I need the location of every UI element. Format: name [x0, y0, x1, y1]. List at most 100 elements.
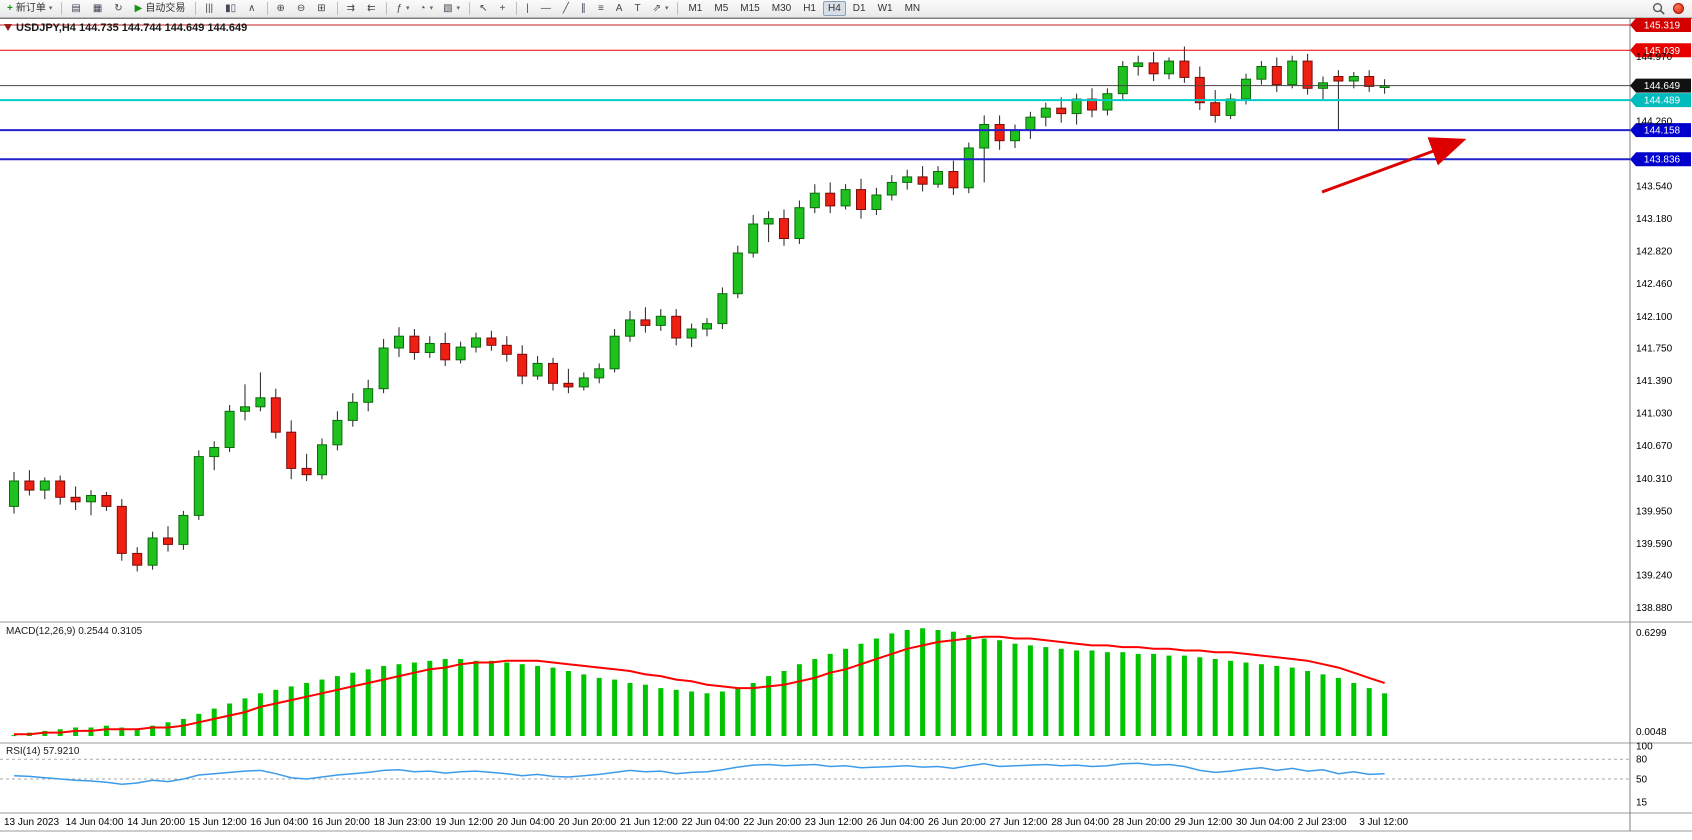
timeframe-button-m30[interactable]: M30: [767, 1, 796, 16]
charts-grid-button[interactable]: ▦: [89, 1, 108, 16]
candles-layer: [9, 46, 1390, 572]
text-icon: A: [615, 2, 623, 14]
shapes-button[interactable]: ⇗ ▾: [649, 1, 673, 16]
toolbar-separator: [677, 2, 679, 15]
candle-chart-type-button[interactable]: ▮▯: [221, 1, 242, 16]
timeframe-button-d1-label: D1: [852, 2, 866, 14]
price-chart-canvas[interactable]: 145.319 145.039 144.649 144.489 144.158 143.8…: [0, 18, 1692, 840]
zoom-out-icon: ⊖: [296, 2, 306, 14]
zoom-in-icon: ⊕: [276, 2, 285, 14]
timeframe-button-m5-label: M5: [714, 2, 729, 14]
svg-text:16 Jun 20:00: 16 Jun 20:00: [312, 817, 370, 828]
refresh-button[interactable]: ↻: [110, 1, 128, 16]
toolbar-separator: [195, 2, 197, 15]
svg-text:20 Jun 20:00: 20 Jun 20:00: [558, 817, 616, 828]
chart-shift-button[interactable]: ⇇: [363, 1, 381, 16]
timeframe-button-m1[interactable]: M1: [683, 1, 707, 16]
svg-text:80: 80: [1636, 755, 1648, 766]
vline-icon: |: [526, 2, 529, 14]
svg-text:139.240: 139.240: [1636, 571, 1673, 582]
timeframe-button-h4[interactable]: H4: [822, 1, 846, 16]
zoom-out-button[interactable]: ⊖: [293, 1, 311, 16]
timeframe-button-h1[interactable]: H1: [798, 1, 821, 16]
svg-text:22 Jun 04:00: 22 Jun 04:00: [682, 817, 740, 828]
trendline-button[interactable]: ╱: [559, 1, 575, 16]
svg-text:29 Jun 12:00: 29 Jun 12:00: [1174, 817, 1232, 828]
svg-text:142.820: 142.820: [1636, 247, 1673, 258]
timeframe-button-d1[interactable]: D1: [848, 1, 871, 16]
indicators-button[interactable]: ƒ ▾: [392, 1, 413, 16]
shift-icon: ⇇: [367, 2, 376, 14]
label-icon: T: [634, 2, 641, 14]
horizontal-line-button[interactable]: ―: [537, 1, 557, 16]
new-order-button-label: 新订单: [15, 2, 46, 14]
crosshair-button[interactable]: +: [495, 1, 511, 16]
auto-scroll-button[interactable]: ⇉: [343, 1, 361, 16]
refresh-icon: ↻: [114, 2, 123, 14]
toolbar-separator: [386, 2, 388, 15]
timeframe-button-w1[interactable]: W1: [873, 1, 898, 16]
tile-windows-button[interactable]: ⊞: [313, 1, 331, 16]
svg-text:145.039: 145.039: [1644, 46, 1681, 57]
profiles-button[interactable]: ▤: [67, 1, 86, 16]
crosshair-icon: +: [499, 2, 506, 14]
fibonacci-button[interactable]: ≡: [594, 1, 610, 16]
chevron-down-icon: ▾: [664, 4, 669, 12]
search-button[interactable]: [1648, 1, 1669, 16]
label-button[interactable]: T: [630, 1, 646, 16]
templates-button[interactable]: ▧ ▾: [439, 1, 464, 16]
text-button[interactable]: A: [612, 1, 629, 16]
toolbar-separator: [336, 2, 338, 15]
autotrading-button[interactable]: ▶ 自动交易: [131, 1, 191, 16]
svg-text:0.6299: 0.6299: [1636, 628, 1667, 639]
clock-icon: ◔: [419, 2, 426, 14]
svg-text:142.460: 142.460: [1636, 279, 1673, 290]
svg-text:139.950: 139.950: [1636, 506, 1673, 517]
svg-text:2 Jul 23:00: 2 Jul 23:00: [1298, 817, 1347, 828]
fibo-icon: ≡: [597, 2, 604, 14]
svg-text:13 Jun 2023: 13 Jun 2023: [4, 817, 59, 828]
new-order-button[interactable]: + 新订单 ▾: [3, 1, 56, 16]
svg-text:144.970: 144.970: [1636, 52, 1673, 63]
template-icon: ▧: [443, 2, 453, 14]
svg-text:142.100: 142.100: [1636, 312, 1673, 323]
notification-badge[interactable]: [1673, 3, 1684, 14]
vertical-line-button[interactable]: |: [522, 1, 535, 16]
cursor-button[interactable]: ↖: [475, 1, 493, 16]
svg-text:20 Jun 04:00: 20 Jun 04:00: [497, 817, 555, 828]
timeframe-button-m5[interactable]: M5: [709, 1, 733, 16]
svg-text:28 Jun 20:00: 28 Jun 20:00: [1113, 817, 1171, 828]
timeframe-button-w1-label: W1: [877, 2, 893, 14]
chevron-down-icon: ▾: [48, 4, 53, 12]
periods-button[interactable]: ◔ ▾: [416, 1, 438, 16]
search-icon: [1652, 2, 1665, 15]
function-icon: ƒ: [396, 2, 403, 14]
trend-arrow-annotation[interactable]: [1321, 137, 1467, 194]
trendline-icon: ╱: [562, 2, 569, 14]
cursor-icon: ↖: [479, 2, 488, 14]
macd-indicator-label: MACD(12,26,9) 0.2544 0.3105: [6, 626, 143, 637]
svg-text:22 Jun 20:00: 22 Jun 20:00: [743, 817, 801, 828]
svg-text:27 Jun 12:00: 27 Jun 12:00: [990, 817, 1048, 828]
svg-text:143.540: 143.540: [1636, 182, 1673, 193]
chevron-down-icon: ▾: [429, 4, 434, 12]
svg-text:144.649: 144.649: [1644, 81, 1681, 92]
timeframe-button-mn[interactable]: MN: [900, 1, 926, 16]
channel-button[interactable]: ∥: [577, 1, 592, 16]
svg-text:3 Jul 12:00: 3 Jul 12:00: [1359, 817, 1408, 828]
line-chart-type-button[interactable]: ∧: [244, 1, 261, 16]
timeframe-button-m15[interactable]: M15: [735, 1, 764, 16]
zoom-in-button[interactable]: ⊕: [273, 1, 291, 16]
tile-icon: ⊞: [317, 2, 326, 14]
time-axis: 13 Jun 2023 14 Jun 04:00 14 Jun 20:00 15 Ju…: [4, 817, 1409, 828]
toolbar-separator: [61, 2, 63, 15]
main-toolbar: + 新订单 ▾ ▤ ▦ ↻ ▶ 自动交易 ||| ▮▯ ∧ ⊕ ⊖ ⊞ ⇉ ⇇ ƒ ▾ ◔ ▾ ▧ ▾ ↖ + | ― ╱ ∥ ≡ A T ⇗…: [0, 0, 1692, 18]
autoscroll-icon: ⇉: [346, 2, 356, 14]
svg-text:141.030: 141.030: [1636, 409, 1673, 420]
svg-text:138.880: 138.880: [1636, 603, 1673, 614]
candles-icon: ▮▯: [225, 2, 237, 14]
level-lines-layer[interactable]: 145.319 145.039 144.649 144.489 144.158 143.8…: [0, 18, 1691, 167]
svg-text:140.670: 140.670: [1636, 441, 1673, 452]
chevron-down-icon: ▾: [456, 4, 461, 12]
bar-chart-type-button[interactable]: |||: [201, 1, 219, 16]
